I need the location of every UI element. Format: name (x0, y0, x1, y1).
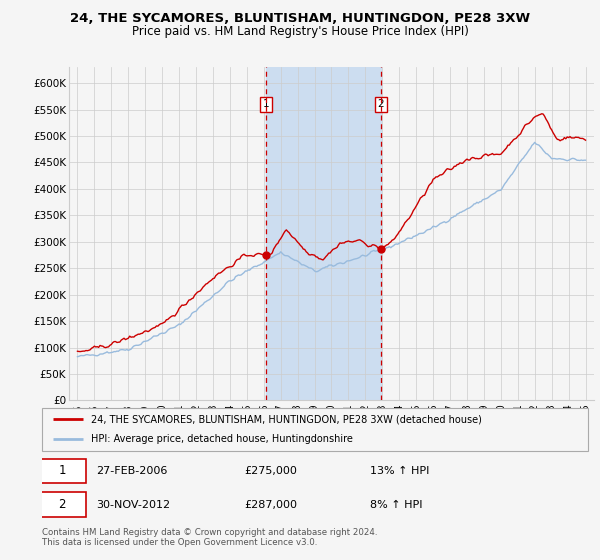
Text: £287,000: £287,000 (244, 500, 297, 510)
FancyBboxPatch shape (39, 492, 86, 517)
Text: 1: 1 (58, 464, 66, 478)
FancyBboxPatch shape (39, 459, 86, 483)
Text: 24, THE SYCAMORES, BLUNTISHAM, HUNTINGDON, PE28 3XW: 24, THE SYCAMORES, BLUNTISHAM, HUNTINGDO… (70, 12, 530, 25)
Text: 2: 2 (377, 99, 384, 109)
Text: 1: 1 (263, 99, 269, 109)
Text: 27-FEB-2006: 27-FEB-2006 (97, 466, 168, 476)
Text: 24, THE SYCAMORES, BLUNTISHAM, HUNTINGDON, PE28 3XW (detached house): 24, THE SYCAMORES, BLUNTISHAM, HUNTINGDO… (91, 414, 482, 424)
Text: Contains HM Land Registry data © Crown copyright and database right 2024.
This d: Contains HM Land Registry data © Crown c… (42, 528, 377, 547)
Text: 2: 2 (58, 498, 66, 511)
Text: £275,000: £275,000 (244, 466, 297, 476)
FancyBboxPatch shape (42, 408, 588, 451)
Text: 30-NOV-2012: 30-NOV-2012 (97, 500, 171, 510)
Bar (266, 67, 381, 400)
Text: 13% ↑ HPI: 13% ↑ HPI (370, 466, 429, 476)
Text: 8% ↑ HPI: 8% ↑ HPI (370, 500, 422, 510)
Text: Price paid vs. HM Land Registry's House Price Index (HPI): Price paid vs. HM Land Registry's House … (131, 25, 469, 38)
Text: HPI: Average price, detached house, Huntingdonshire: HPI: Average price, detached house, Hunt… (91, 434, 353, 444)
